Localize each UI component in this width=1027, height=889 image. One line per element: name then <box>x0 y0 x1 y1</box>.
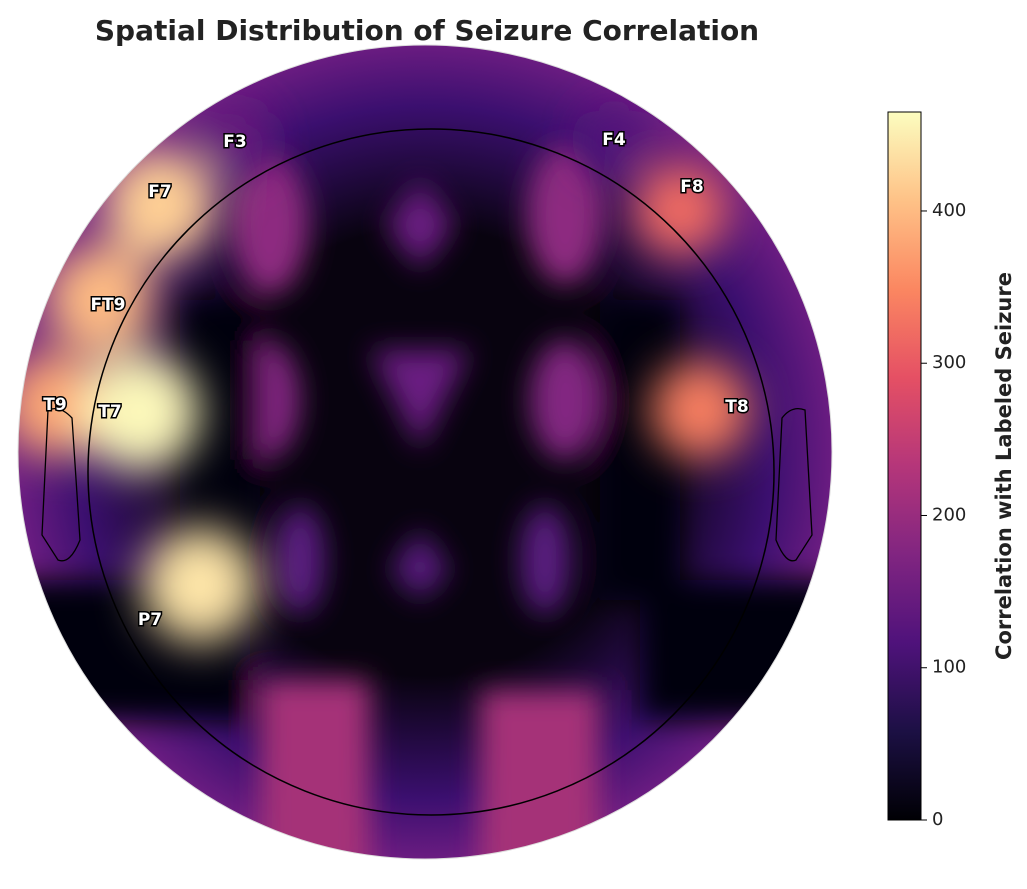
scalp-circle <box>87 128 775 816</box>
electrode-label: P7 <box>138 610 162 630</box>
right-ear <box>775 407 813 562</box>
electrode-label: T7 <box>98 402 121 422</box>
colorbar-tick-label: 400 <box>932 200 966 221</box>
left-ear <box>41 407 81 562</box>
chart-title: Spatial Distribution of Seizure Correlat… <box>95 14 759 47</box>
colorbar-tick-label: 300 <box>932 352 966 373</box>
colorbar-label: Correlation with Labeled Seizure <box>992 272 1016 660</box>
electrode-label: F4 <box>602 130 626 150</box>
electrode-labels: F3 F4 F7 F8 FT9 T9 T7 T8 P7 <box>42 129 750 632</box>
electrode-label: T8 <box>725 397 748 417</box>
electrode-label: F3 <box>223 132 246 152</box>
electrode-label: F7 <box>148 182 171 202</box>
electrode-blob <box>18 352 108 458</box>
colorbar-ticks: 0 100 200 300 400 <box>921 200 966 830</box>
electrode-label: T9 <box>43 395 66 415</box>
electrode-blob <box>650 360 750 460</box>
colorbar-tick-label: 100 <box>932 657 966 678</box>
colorbar-tick-label: 200 <box>932 504 966 525</box>
electrode-blobs <box>18 109 750 643</box>
colorbar-tick-label: 0 <box>932 809 943 830</box>
topomap <box>18 45 832 859</box>
electrode-blob <box>103 148 217 262</box>
electrode-blob <box>632 162 728 258</box>
electrode-blob <box>583 109 645 171</box>
colorbar <box>887 111 922 821</box>
electrode-label: FT9 <box>90 295 125 315</box>
electrode-blob <box>202 109 268 175</box>
head-outline <box>17 44 833 860</box>
electrode-blob <box>80 352 200 472</box>
electrode-label: F8 <box>680 177 703 197</box>
electrode-blob <box>45 245 155 355</box>
electrode-blob <box>142 527 258 643</box>
